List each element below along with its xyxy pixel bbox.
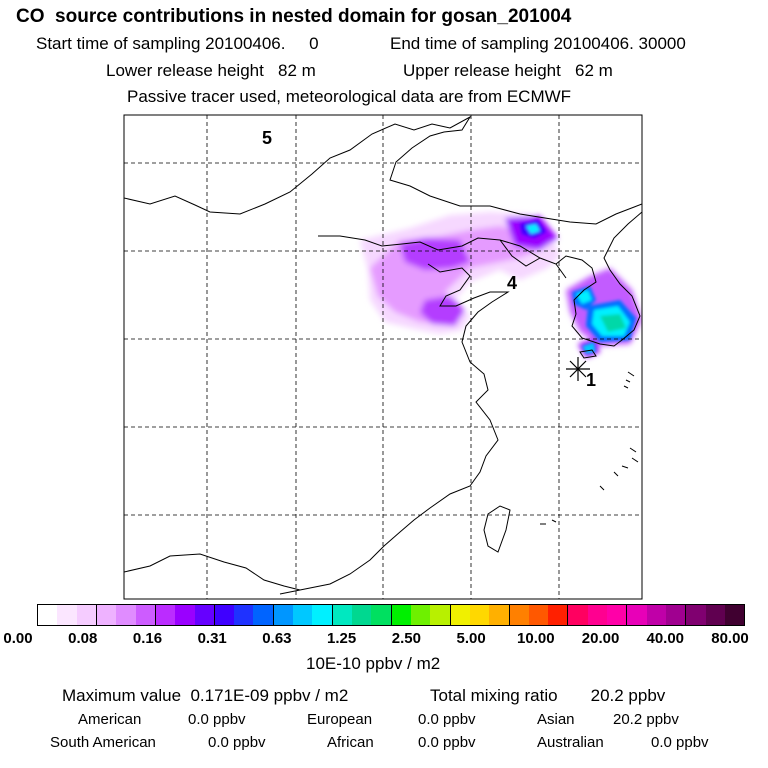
colorbar-swatch xyxy=(587,605,608,625)
island-taiwan xyxy=(483,505,511,553)
grid-lines xyxy=(124,115,642,599)
border-inland xyxy=(124,553,301,591)
peninsula-liaodong xyxy=(499,239,541,267)
colorbar xyxy=(37,604,745,626)
island-small-east xyxy=(540,519,557,525)
colorbar-swatch xyxy=(489,605,510,625)
colorbar-swatch xyxy=(175,605,195,625)
lower-release-label: Lower release height 82 m xyxy=(106,61,316,80)
colorbar-swatch xyxy=(607,605,628,625)
colorbar-swatch xyxy=(96,605,117,625)
region-value-australian: 0.0 ppbv xyxy=(651,734,709,751)
region-value-south-american: 0.0 ppbv xyxy=(208,734,266,751)
colorbar-tick-label: 0.00 xyxy=(3,630,33,647)
region-name-european: European xyxy=(307,711,373,728)
chart-title: CO source contributions in nested domain… xyxy=(16,6,572,27)
region-name-south-american: South American xyxy=(50,734,156,751)
colorbar-swatch xyxy=(116,605,136,625)
colorbar-tick-label: 0.63 xyxy=(262,630,292,647)
region-value-african: 0.0 ppbv xyxy=(418,734,476,751)
map-plot: 5 4 1 xyxy=(123,114,643,600)
coastline-layer xyxy=(124,115,642,595)
coastline-shandong xyxy=(279,263,510,595)
colorbar-swatch xyxy=(528,605,549,625)
start-time-label: Start time of sampling 20100406. 0 xyxy=(36,34,319,53)
colorbar-swatch xyxy=(705,605,725,625)
region-label-1: 1 xyxy=(586,370,596,390)
colorbar-tick-label: 2.50 xyxy=(391,630,421,647)
max-value-label: Maximum value 0.171E-09 ppbv / m2 xyxy=(62,686,349,705)
receptor-asterisk-icon xyxy=(566,357,590,381)
region-value-asian: 20.2 ppbv xyxy=(613,711,679,728)
plume-korea-teal xyxy=(600,314,626,332)
meteorology-note: Passive tracer used, meteorological data… xyxy=(127,87,572,106)
end-time-label: End time of sampling 20100406. 30000 xyxy=(390,34,686,53)
island-jeju xyxy=(579,349,597,359)
colorbar-swatch xyxy=(469,605,490,625)
colorbar-swatch xyxy=(234,605,254,625)
region-value-american: 0.0 ppbv xyxy=(188,711,246,728)
total-mixing-label: Total mixing ratio 20.2 ppbv xyxy=(430,686,666,705)
colorbar-swatch xyxy=(135,605,156,625)
colorbar-swatch xyxy=(38,605,58,625)
region-value-european: 0.0 ppbv xyxy=(418,711,476,728)
colorbar-swatch xyxy=(332,605,352,625)
colorbar-swatch xyxy=(214,605,235,625)
region-label-4: 4 xyxy=(507,273,517,293)
colorbar-swatch xyxy=(352,605,372,625)
region-name-american: American xyxy=(78,711,142,728)
colorbar-unit-label: 10E-10 ppbv / m2 xyxy=(306,654,441,673)
colorbar-swatch xyxy=(293,605,313,625)
colorbar-swatch xyxy=(568,605,588,625)
colorbar-swatch xyxy=(57,605,77,625)
colorbar-swatch xyxy=(76,605,97,625)
upper-release-label: Upper release height 62 m xyxy=(403,61,613,80)
colorbar-swatch xyxy=(646,605,666,625)
region-name-australian: Australian xyxy=(537,734,604,751)
colorbar-tick-label: 5.00 xyxy=(456,630,486,647)
colorbar-swatch xyxy=(509,605,529,625)
colorbar-swatch xyxy=(686,605,706,625)
colorbar-swatch xyxy=(273,605,294,625)
region-name-african: African xyxy=(327,734,374,751)
colorbar-tick-label: 40.00 xyxy=(646,630,685,647)
colorbar-swatch xyxy=(253,605,274,625)
colorbar-tick-label: 0.08 xyxy=(68,630,98,647)
islands-ryukyu xyxy=(599,371,639,491)
plume-layer xyxy=(360,212,642,358)
colorbar-swatch xyxy=(450,605,470,625)
colorbar-swatch xyxy=(430,605,451,625)
colorbar-tick-label: 1.25 xyxy=(327,630,357,647)
colorbar-swatch xyxy=(194,605,215,625)
colorbar-swatch xyxy=(627,605,647,625)
colorbar-swatch xyxy=(371,605,392,625)
coastline-korea-west xyxy=(555,211,642,347)
colorbar-swatch xyxy=(391,605,411,625)
map-frame xyxy=(123,114,643,600)
colorbar-tick-label: 0.16 xyxy=(132,630,163,647)
plume-mid-area-south xyxy=(420,296,465,326)
colorbar-swatch xyxy=(548,605,569,625)
region-label-5: 5 xyxy=(262,128,272,148)
colorbar-swatch xyxy=(724,605,745,625)
colorbar-swatch xyxy=(410,605,431,625)
colorbar-swatch xyxy=(666,605,687,625)
plume-cyan-north xyxy=(526,224,540,234)
coastline-north-border xyxy=(124,115,642,225)
colorbar-swatch xyxy=(312,605,333,625)
colorbar-tick-label: 0.31 xyxy=(197,630,227,647)
region-name-asian: Asian xyxy=(537,711,575,728)
plume-mid-area-west xyxy=(400,238,470,270)
coastline-bohai xyxy=(318,235,567,279)
colorbar-tick-label: 20.00 xyxy=(581,630,620,647)
colorbar-swatch xyxy=(155,605,176,625)
colorbar-tick-label: 80.00 xyxy=(711,630,749,647)
colorbar-tick-label: 10.00 xyxy=(517,630,555,647)
